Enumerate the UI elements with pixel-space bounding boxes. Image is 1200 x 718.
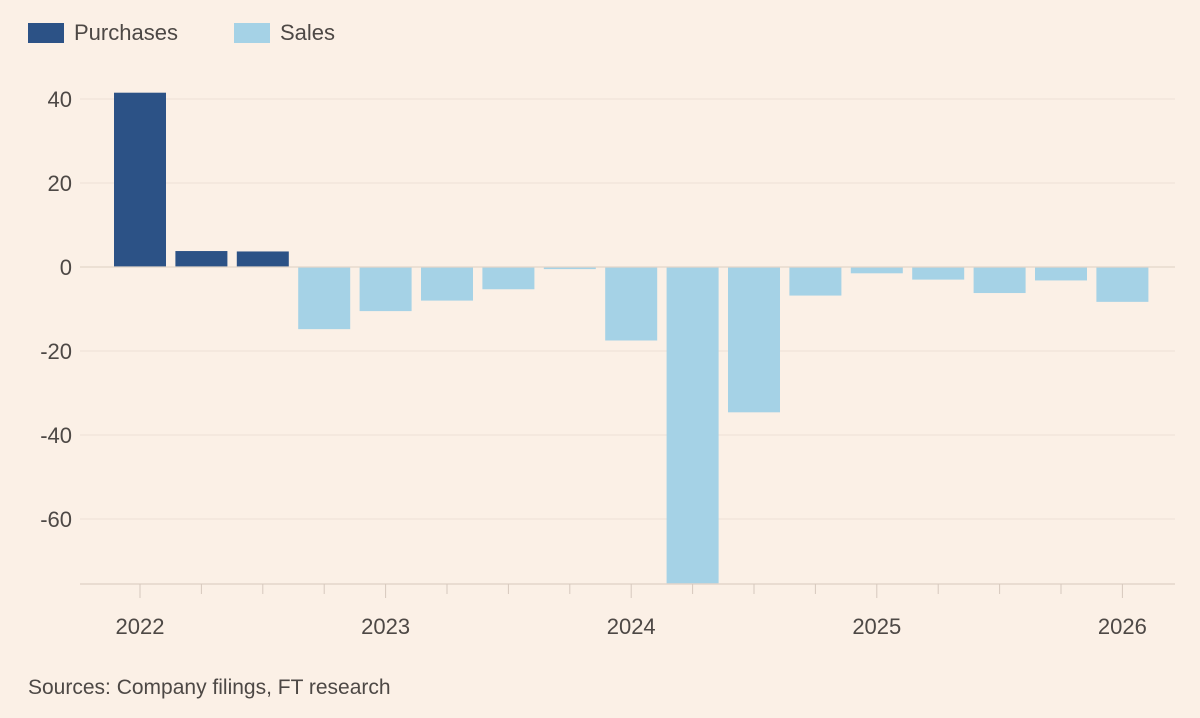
bar-sales (666, 267, 719, 585)
bar-purchases (114, 92, 166, 267)
bar-sales (543, 267, 596, 270)
y-tick-label: -60 (40, 507, 72, 532)
legend-swatch-sales (233, 23, 270, 43)
bar-sales (482, 267, 535, 290)
bar-sales (973, 267, 1026, 294)
x-tick-label: 2023 (361, 614, 410, 639)
legend-swatch-purchases (28, 23, 64, 43)
chart-legend: Purchases Sales (28, 18, 335, 48)
bar-sales (728, 267, 780, 413)
legend-label-purchases: Purchases (74, 20, 178, 45)
bar-sales (1096, 267, 1149, 302)
bar-sales (421, 267, 473, 301)
x-tick-label: 2025 (852, 614, 901, 639)
x-tick-label: 2022 (116, 614, 165, 639)
bar-sales (605, 267, 658, 341)
bar-sales (850, 267, 903, 274)
y-tick-label: 0 (60, 255, 72, 280)
y-tick-label: 40 (48, 87, 72, 112)
bar-purchases (175, 251, 228, 267)
bar-purchases (236, 251, 289, 267)
y-tick-label: -20 (40, 339, 72, 364)
legend-item-purchases: Purchases (28, 20, 178, 46)
y-tick-label: -40 (40, 423, 72, 448)
x-tick-label: 2026 (1098, 614, 1147, 639)
y-tick-label: 20 (48, 171, 72, 196)
legend-item-sales: Sales (233, 20, 335, 46)
bar-sales (1035, 267, 1087, 281)
bar-sales (912, 267, 965, 280)
bar-sales (789, 267, 842, 296)
bar-sales (298, 267, 351, 330)
x-tick-label: 2024 (607, 614, 656, 639)
bar-sales (359, 267, 412, 312)
legend-label-sales: Sales (279, 20, 335, 45)
source-note: Sources: Company filings, FT research (28, 676, 391, 699)
